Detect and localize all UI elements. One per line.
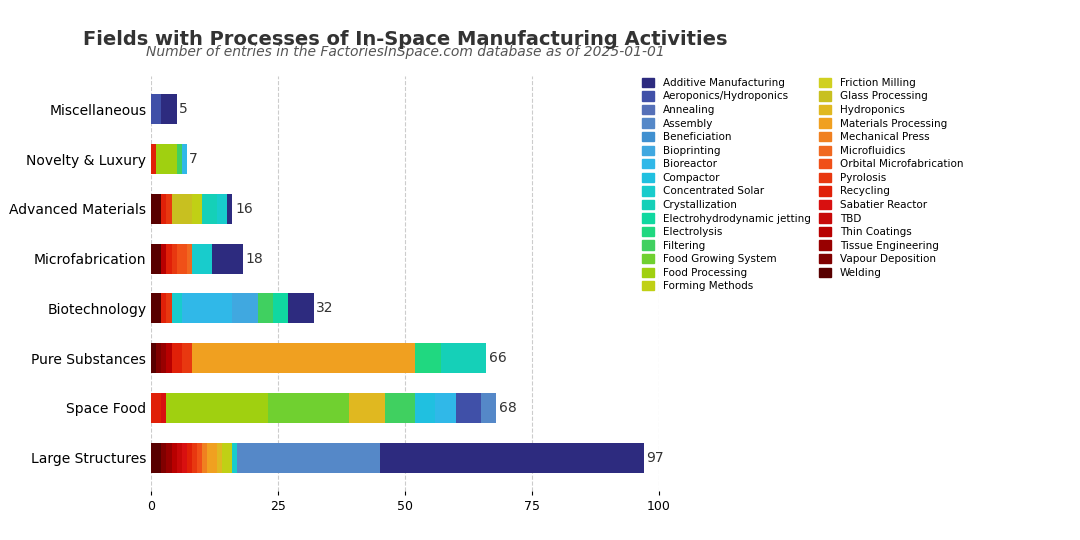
Bar [161, 94, 177, 124]
Bar [435, 393, 456, 423]
Bar [166, 293, 172, 323]
Legend: Additive Manufacturing, Aeroponics/Hydroponics, Annealing, Assembly, Beneficiati: Additive Manufacturing, Aeroponics/Hydro… [636, 72, 969, 296]
Bar [441, 343, 486, 373]
Bar [172, 194, 192, 224]
Bar [232, 293, 258, 323]
Bar [349, 393, 384, 423]
Title: Fields with Processes of In-Space Manufacturing Activities: Fields with Processes of In-Space Manufa… [83, 30, 727, 49]
Bar [161, 194, 166, 224]
Text: 66: 66 [489, 351, 507, 365]
Bar [151, 244, 161, 274]
Bar [166, 393, 268, 423]
Bar [482, 393, 497, 423]
Bar [181, 343, 192, 373]
Bar [273, 293, 288, 323]
Text: 97: 97 [646, 450, 664, 464]
Bar [380, 443, 644, 472]
Bar [177, 244, 187, 274]
Bar [202, 194, 217, 224]
Bar [202, 443, 207, 472]
Bar [217, 443, 222, 472]
Bar [238, 443, 380, 472]
Bar [222, 443, 232, 472]
Bar [172, 343, 181, 373]
Bar [166, 194, 172, 224]
Bar [384, 393, 415, 423]
Text: Number of entries in the FactoriesInSpace.com database as of 2025-01-01: Number of entries in the FactoriesInSpac… [146, 45, 664, 59]
Bar [228, 194, 232, 224]
Bar [157, 144, 177, 174]
Bar [151, 293, 161, 323]
Bar [151, 194, 161, 224]
Bar [212, 244, 243, 274]
Bar [166, 443, 172, 472]
Text: 16: 16 [235, 202, 253, 216]
Text: 68: 68 [499, 401, 516, 415]
Bar [192, 443, 197, 472]
Bar [151, 144, 157, 174]
Bar [187, 443, 192, 472]
Bar [415, 393, 435, 423]
Bar [181, 293, 232, 323]
Bar [232, 443, 238, 472]
Bar [151, 393, 161, 423]
Bar [151, 443, 161, 472]
Bar [161, 393, 166, 423]
Bar [161, 443, 166, 472]
Bar [161, 244, 166, 274]
Bar [288, 293, 313, 323]
Text: 18: 18 [245, 252, 262, 266]
Bar [177, 443, 181, 472]
Bar [166, 244, 172, 274]
Bar [192, 244, 212, 274]
Bar [187, 244, 192, 274]
Bar [207, 443, 217, 472]
Bar [151, 94, 161, 124]
Bar [415, 343, 441, 373]
Text: 7: 7 [189, 152, 198, 166]
Bar [166, 343, 172, 373]
Bar [172, 443, 177, 472]
Bar [172, 293, 181, 323]
Bar [197, 443, 202, 472]
Bar [181, 443, 187, 472]
Bar [157, 343, 161, 373]
Bar [161, 343, 166, 373]
Bar [456, 393, 482, 423]
Bar [161, 293, 166, 323]
Bar [172, 244, 177, 274]
Bar [177, 144, 181, 174]
Bar [192, 194, 202, 224]
Bar [181, 144, 187, 174]
Bar [192, 343, 415, 373]
Text: 32: 32 [316, 301, 334, 315]
Text: 5: 5 [179, 103, 188, 117]
Bar [258, 293, 273, 323]
Bar [151, 343, 157, 373]
Bar [217, 194, 228, 224]
Bar [268, 393, 349, 423]
